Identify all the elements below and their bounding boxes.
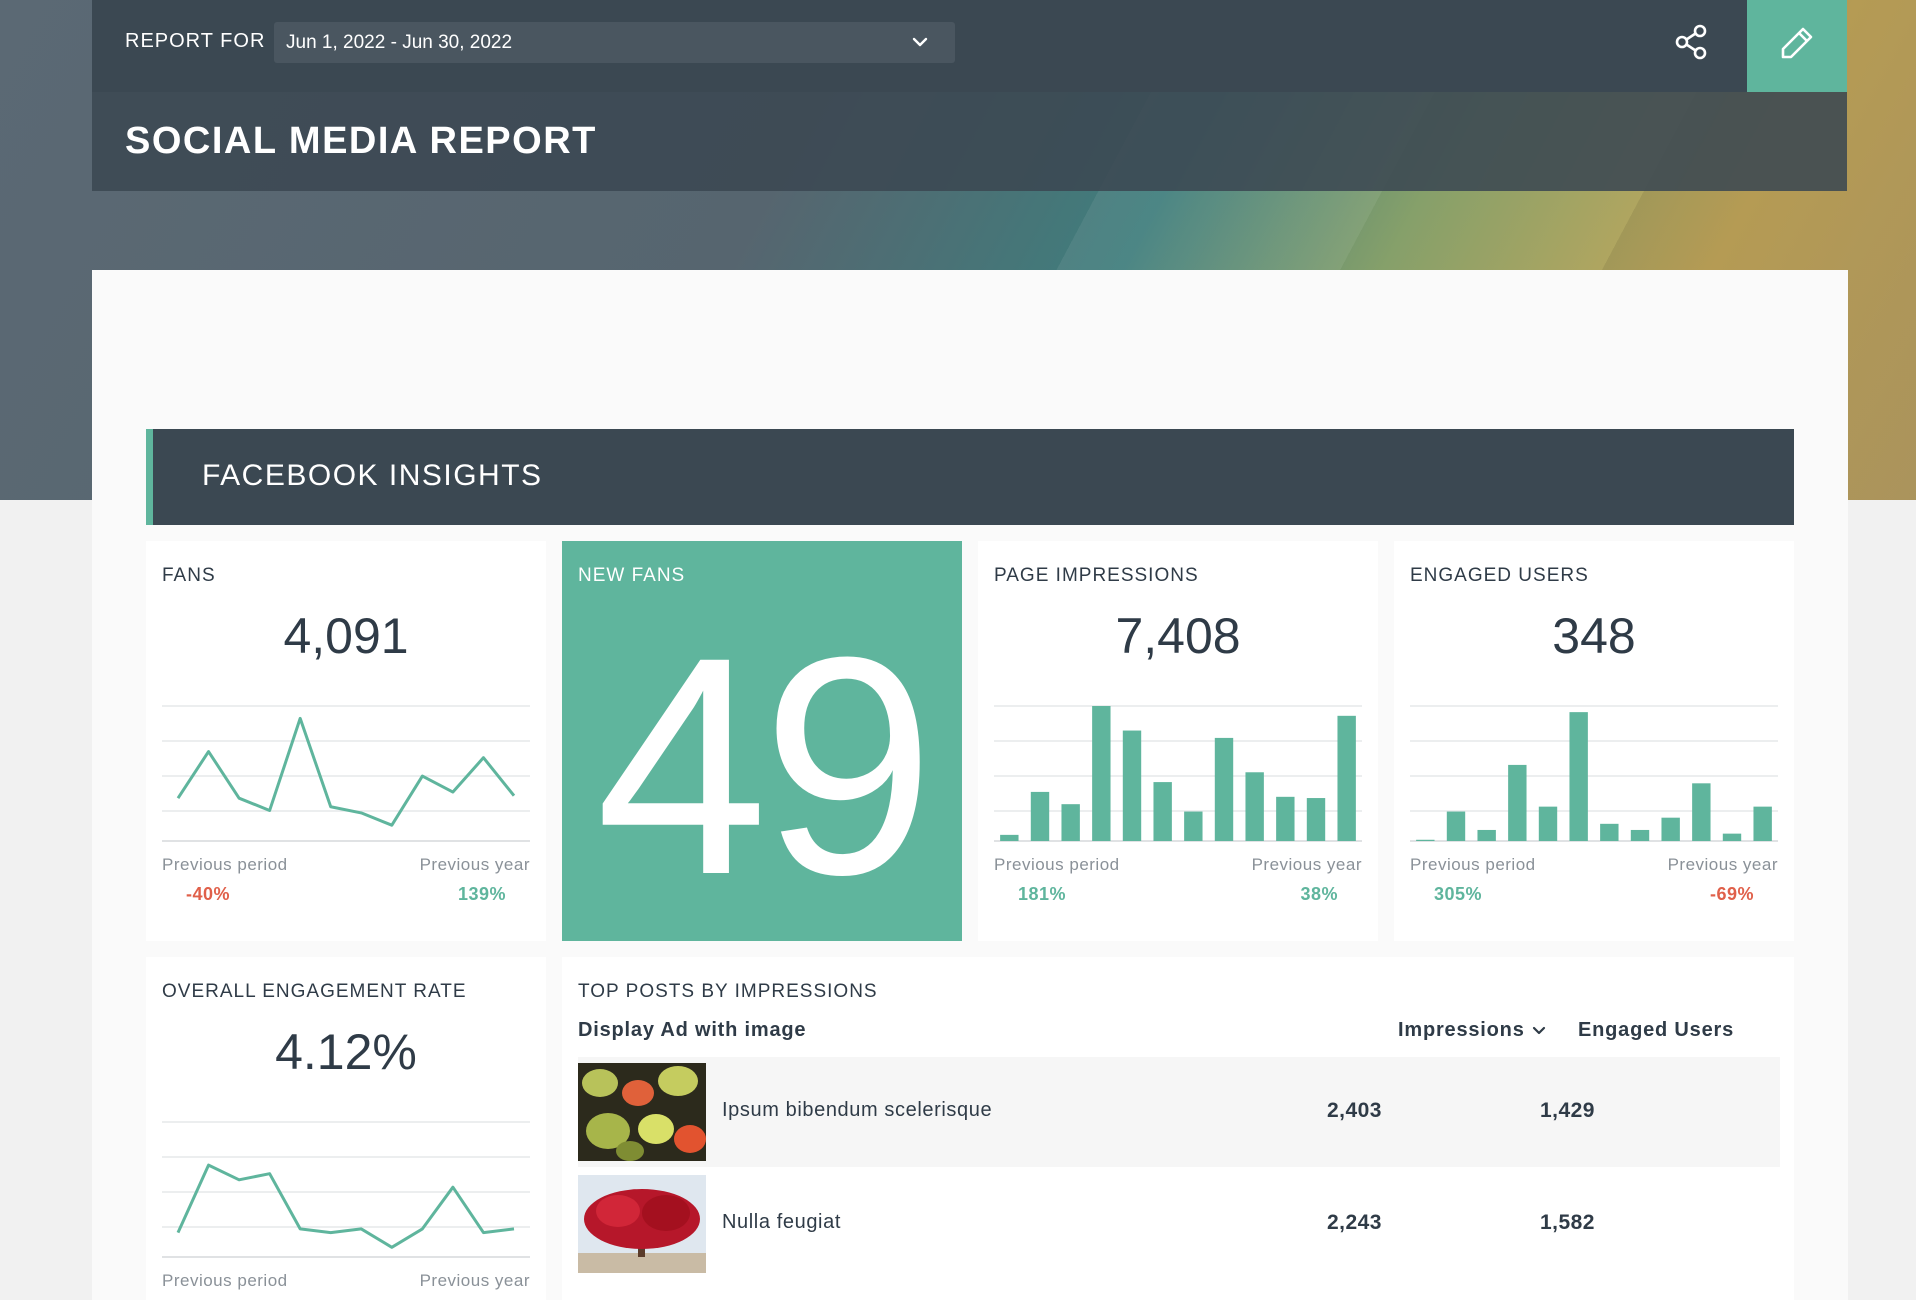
new-fans-card: NEW FANS 49 — [562, 541, 962, 941]
engaged-users-card: ENGAGED USERS 348 Previous period Previo… — [1394, 541, 1794, 941]
card-title: NEW FANS — [578, 565, 686, 586]
card-title: TOP POSTS BY IMPRESSIONS — [578, 981, 878, 1002]
bar — [1030, 791, 1050, 841]
page-impressions-bar-chart — [994, 705, 1362, 842]
bar — [1722, 833, 1742, 841]
post-name: Ipsum bibendum scelerisque — [722, 1099, 993, 1121]
section-title: FACEBOOK INSIGHTS — [202, 459, 543, 492]
prev-year-label: Previous year — [419, 855, 530, 874]
top-bar: REPORT FOR Jun 1, 2022 - Jun 30, 2022 — [92, 0, 1847, 92]
post-engaged-users: 1,429 — [1539, 1099, 1595, 1122]
prev-year-label: Previous year — [1667, 855, 1778, 874]
top-posts-card: TOP POSTS BY IMPRESSIONS Display Ad with… — [562, 957, 1794, 1300]
share-button[interactable] — [1672, 22, 1712, 62]
page-impressions-value: 7,408 — [1115, 608, 1241, 664]
bar — [1753, 806, 1772, 841]
series-line — [176, 1163, 515, 1249]
fans-sparkline — [162, 705, 530, 842]
bar — [1306, 798, 1326, 841]
bar — [1337, 715, 1356, 841]
column-header-engaged-users: Engaged Users — [1578, 1019, 1735, 1041]
column-header-impressions[interactable]: Impressions — [1398, 1019, 1547, 1042]
post-thumbnail-red-tree — [578, 1175, 706, 1273]
bar — [1092, 706, 1111, 841]
series-line — [176, 716, 516, 827]
report-title-bar: SOCIAL MEDIA REPORT — [92, 92, 1847, 191]
prev-year-change: 139% — [457, 884, 506, 904]
fans-value: 4,091 — [283, 608, 409, 664]
prev-period-label: Previous period — [162, 855, 288, 874]
engagement-rate-value: 4.12% — [275, 1024, 417, 1080]
prev-period-change: -40% — [186, 884, 231, 904]
card-title: FANS — [162, 565, 216, 586]
bar — [1630, 829, 1650, 841]
bar — [1245, 772, 1264, 841]
prev-period-change: 305% — [1434, 884, 1483, 904]
fans-card: FANS 4,091 Previous period Previous year… — [146, 541, 546, 941]
card-title: PAGE IMPRESSIONS — [994, 565, 1199, 586]
section-header: FACEBOOK INSIGHTS — [146, 429, 1794, 525]
engaged-users-value: 348 — [1552, 608, 1636, 664]
post-name: Nulla feugiat — [722, 1211, 841, 1233]
table-row[interactable]: Ipsum bibendum scelerisque 2,403 1,429 — [578, 1057, 1780, 1167]
post-thumbnail-leaves — [578, 1063, 706, 1161]
prev-period-label: Previous period — [162, 1271, 288, 1290]
pencil-icon — [1781, 27, 1813, 59]
prev-period-change: 181% — [1018, 884, 1067, 904]
post-engaged-users: 1,582 — [1539, 1211, 1595, 1234]
sort-chevron-down-icon — [1532, 1026, 1546, 1034]
engaged-users-bar-chart — [1410, 705, 1778, 842]
prev-year-change: 38% — [1300, 884, 1338, 904]
share-icon — [1675, 24, 1707, 60]
column-header-post: Display Ad with image — [578, 1019, 807, 1041]
bar — [1600, 823, 1619, 841]
edit-button[interactable] — [1747, 0, 1847, 92]
post-impressions: 2,403 — [1326, 1099, 1382, 1122]
bar — [1000, 834, 1019, 841]
table-row[interactable]: Nulla feugiat 2,243 1,582 — [578, 1169, 1780, 1279]
impressions-header-label: Impressions — [1398, 1019, 1525, 1041]
bar — [1692, 783, 1711, 841]
date-range-select[interactable]: Jun 1, 2022 - Jun 30, 2022 — [274, 22, 955, 63]
engagement-rate-card: OVERALL ENGAGEMENT RATE 4.12% Previous p… — [146, 957, 546, 1300]
bar — [1153, 782, 1172, 841]
date-range-value: Jun 1, 2022 - Jun 30, 2022 — [286, 32, 513, 53]
prev-period-label: Previous period — [994, 855, 1120, 874]
bar — [1569, 712, 1588, 841]
bar — [1661, 817, 1680, 841]
prev-year-label: Previous year — [419, 1271, 530, 1290]
bar — [1214, 737, 1234, 841]
bar — [1122, 730, 1142, 841]
card-title: OVERALL ENGAGEMENT RATE — [162, 981, 467, 1002]
bar — [1061, 804, 1080, 841]
prev-year-change: -69% — [1709, 884, 1754, 904]
page-title: SOCIAL MEDIA REPORT — [125, 120, 597, 162]
new-fans-value: 49 — [595, 592, 935, 939]
bar — [1508, 764, 1527, 841]
post-impressions: 2,243 — [1326, 1211, 1382, 1234]
prev-year-label: Previous year — [1251, 855, 1362, 874]
bar — [1446, 811, 1466, 841]
bar — [1477, 829, 1496, 841]
engagement-rate-sparkline — [162, 1121, 530, 1258]
chevron-down-icon — [912, 37, 928, 47]
bar — [1184, 811, 1203, 841]
report-for-label: REPORT FOR — [125, 30, 266, 52]
card-title: ENGAGED USERS — [1410, 565, 1589, 586]
bar — [1276, 796, 1295, 841]
prev-period-label: Previous period — [1410, 855, 1536, 874]
bar — [1416, 839, 1435, 841]
bar — [1538, 806, 1558, 841]
page-impressions-card: PAGE IMPRESSIONS 7,408 Previous period P… — [978, 541, 1378, 941]
